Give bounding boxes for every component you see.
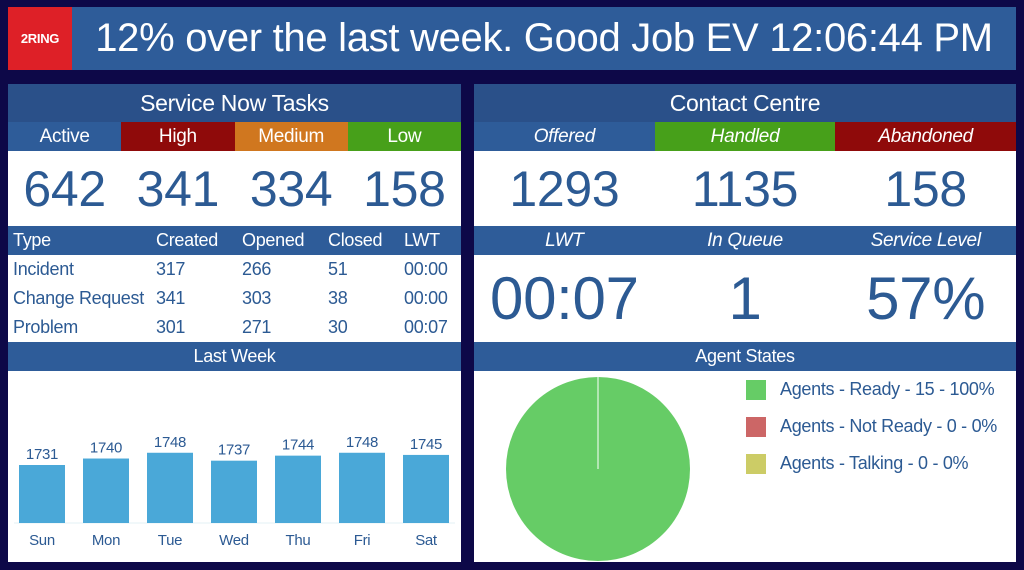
bar-wed (211, 460, 257, 523)
legend-item-not-ready: Agents - Not Ready - 0 - 0% (746, 416, 997, 437)
col-closed: Closed (323, 226, 399, 255)
value-offered: 1293 (509, 160, 620, 217)
legend-label: Agents - Not Ready - 0 - 0% (780, 416, 997, 436)
label-low: Low (347, 122, 461, 151)
legend-label: Agents - Ready - 15 - 100% (780, 379, 995, 399)
col-lwt: LWT (399, 226, 461, 255)
x-tick-label: Sun (29, 532, 55, 549)
call-labels: Offered Handled Abandoned (474, 122, 1017, 151)
cell: 303 (242, 288, 272, 308)
cell: 00:00 (404, 259, 448, 279)
cell: 51 (328, 259, 348, 279)
label-handled: Handled (654, 122, 836, 151)
last-week-bar-chart: 1731 Sun 1740 Mon 1748 Tue 1737 Wed 1744 Thu 1748 F… (14, 434, 455, 549)
cell: 271 (242, 317, 272, 337)
value-service-level: 57% (866, 265, 986, 332)
cell: 38 (328, 288, 348, 308)
table-row: Problem 301 271 30 00:07 (8, 313, 461, 342)
queue-labels: LWT In Queue Service Level (474, 226, 1016, 255)
value-medium: 334 (249, 160, 333, 217)
cell: 30 (328, 317, 348, 337)
contact-centre-panel: Contact Centre Offered Handled Abandoned… (474, 84, 1017, 562)
cell: 00:00 (404, 288, 448, 308)
label-lwt: LWT (545, 229, 584, 251)
table-header: Type Created Opened Closed LWT (8, 226, 461, 255)
col-type: Type (8, 226, 151, 255)
value-high: 341 (136, 160, 220, 217)
bar-value-label: 1737 (218, 442, 250, 459)
cell: 301 (156, 317, 186, 337)
cell: 266 (242, 259, 272, 279)
bar-value-label: 1748 (154, 434, 186, 451)
bar-thu (275, 455, 321, 523)
legend-swatch (746, 453, 766, 474)
legend-swatch (746, 416, 766, 437)
cell: Problem (13, 317, 78, 337)
legend-label: Agents - Talking - 0 - 0% (780, 453, 969, 473)
call-values: 1293 1135 158 (474, 151, 1016, 226)
bar-tue (147, 452, 193, 523)
table-row: Change Request 341 303 38 00:00 (8, 284, 461, 313)
label-active: Active (8, 122, 122, 151)
value-handled: 1135 (691, 160, 799, 217)
legend-item-ready: Agents - Ready - 15 - 100% (746, 379, 995, 400)
bar-sun (19, 465, 65, 523)
agent-states-title: Agent States (474, 342, 1016, 371)
bar-fri (339, 452, 385, 523)
col-created: Created (151, 226, 237, 255)
cell: 00:07 (404, 317, 448, 337)
bar-sat (403, 454, 449, 523)
x-tick-label: Fri (354, 532, 371, 549)
value-abandoned: 158 (884, 160, 967, 217)
legend-item-talking: Agents - Talking - 0 - 0% (746, 453, 969, 474)
label-service-level: Service Level (870, 229, 981, 251)
bar-value-label: 1731 (26, 446, 58, 463)
cell: Change Request (13, 288, 144, 308)
queue-values: 00:07 1 57% (474, 255, 1016, 342)
value-lwt: 00:07 (490, 265, 639, 332)
value-in-queue: 1 (728, 265, 762, 332)
bar-value-label: 1748 (346, 434, 378, 451)
legend-swatch (746, 379, 766, 400)
value-active: 642 (23, 160, 106, 217)
cell: 317 (156, 259, 186, 279)
bar-value-label: 1740 (90, 440, 122, 457)
cell: 341 (156, 288, 186, 308)
priority-values: 642 341 334 158 (8, 151, 461, 226)
table-row: Incident 317 266 51 00:00 (8, 255, 461, 284)
bar-value-label: 1744 (282, 437, 314, 454)
agent-states-pie (506, 377, 690, 561)
priority-labels: Active High Medium Low (8, 122, 461, 151)
x-tick-label: Tue (158, 532, 182, 549)
x-tick-label: Wed (219, 532, 249, 549)
x-tick-label: Thu (286, 532, 311, 549)
banner-message: 12% over the last week. Good Job EV 12:0… (95, 16, 993, 60)
label-offered: Offered (474, 122, 655, 151)
label-abandoned: Abandoned (835, 122, 1017, 151)
service-now-panel: Service Now Tasks Active High Medium Low… (8, 84, 461, 562)
task-table: Type Created Opened Closed LWT Incident 3… (8, 226, 461, 342)
panel-title: Service Now Tasks (8, 84, 461, 122)
logo: 2RING (8, 7, 72, 70)
bar-value-label: 1745 (410, 436, 442, 453)
col-opened: Opened (237, 226, 323, 255)
header-bar (8, 7, 1016, 70)
label-high: High (121, 122, 235, 151)
x-tick-label: Mon (92, 532, 120, 549)
cell: Incident (13, 259, 74, 279)
x-tick-label: Sat (415, 532, 438, 549)
last-week-title: Last Week (8, 342, 461, 371)
value-low: 158 (363, 160, 446, 217)
label-in-queue: In Queue (707, 229, 783, 251)
agent-states-chart: Agents - Ready - 15 - 100% Agents - Not … (474, 371, 1016, 562)
label-medium: Medium (234, 122, 348, 151)
panel-title: Contact Centre (474, 84, 1016, 122)
bar-mon (83, 458, 129, 523)
